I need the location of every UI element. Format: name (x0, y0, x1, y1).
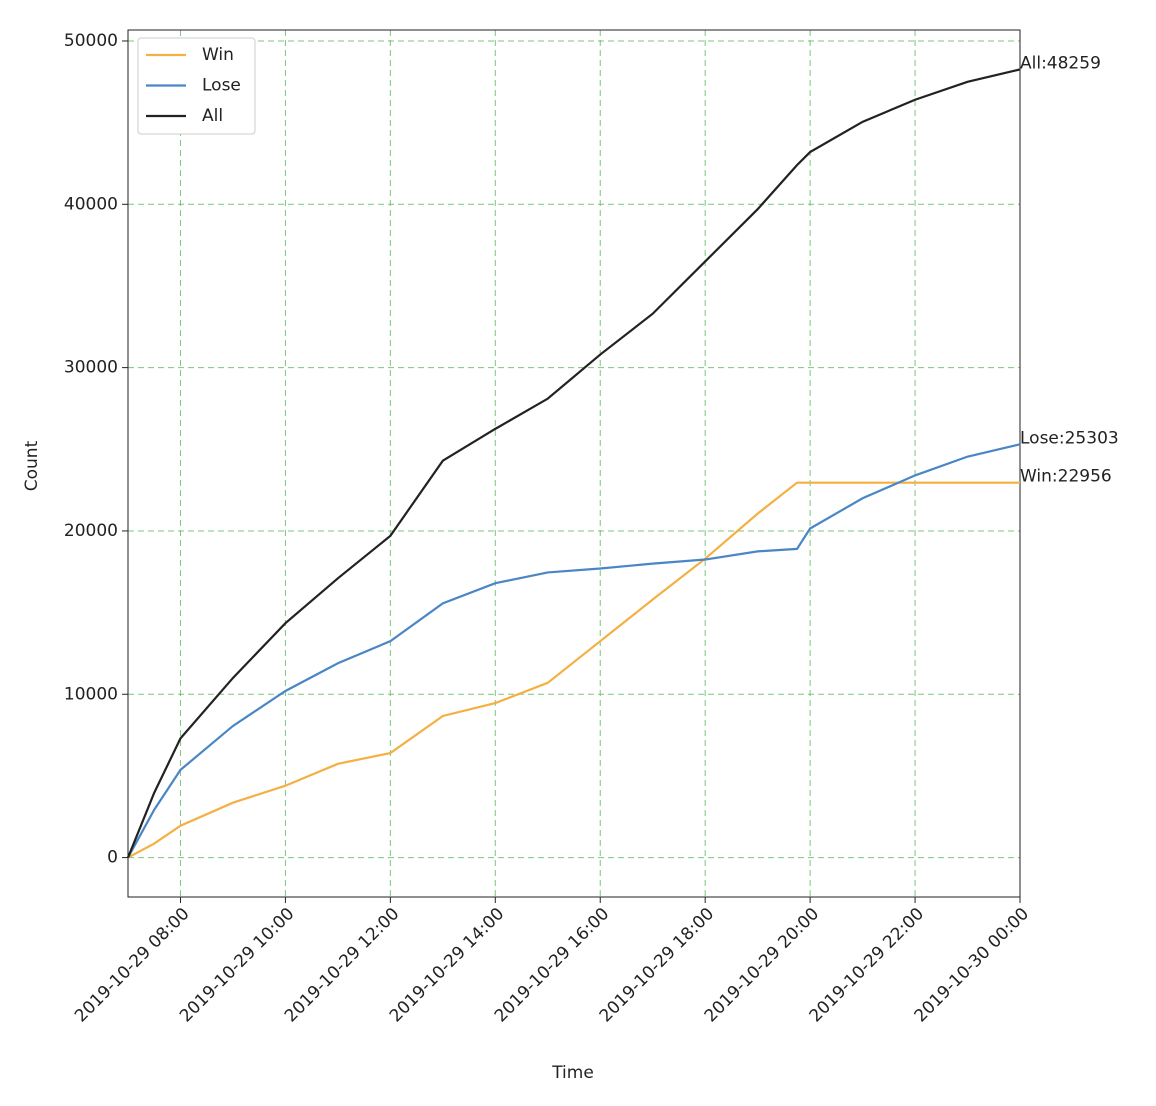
plot-frame (127, 29, 1021, 898)
x-tick-label: 2019-10-29 08:00 (71, 904, 193, 1026)
end-annotation: All:48259 (1020, 53, 1101, 73)
x-tick-label: 2019-10-29 22:00 (806, 904, 928, 1026)
x-tick-label: 2019-10-29 12:00 (281, 904, 403, 1026)
y-tick-label: 30000 (64, 358, 118, 378)
end-annotation: Win:22956 (1020, 467, 1112, 487)
legend-label: Lose (202, 76, 241, 96)
x-tick-label: 2019-10-29 18:00 (596, 904, 718, 1026)
series-line (126, 68, 1021, 859)
legend-label: Win (202, 45, 234, 65)
legend-frame (137, 37, 256, 135)
x-tick-label: 2019-10-29 10:00 (176, 904, 298, 1026)
x-tick-label: 2019-10-29 20:00 (701, 904, 823, 1026)
y-tick-label: 10000 (64, 684, 118, 704)
x-tick-label: 2019-10-29 16:00 (491, 904, 613, 1026)
series-line (127, 481, 1020, 859)
x-tick-label: 2019-10-30 00:00 (911, 904, 1033, 1026)
y-tick-label: 20000 (64, 521, 118, 541)
x-tick-label: 2019-10-29 14:00 (386, 904, 508, 1026)
y-axis-label: Count (22, 440, 42, 491)
series-line (127, 443, 1021, 859)
end-annotation: Lose:25303 (1020, 428, 1119, 448)
x-axis-label: Time (551, 1063, 594, 1083)
y-tick-label: 50000 (64, 31, 118, 51)
y-tick-label: 0 (107, 848, 118, 868)
legend-label: All (202, 106, 223, 126)
y-tick-label: 40000 (64, 194, 118, 214)
